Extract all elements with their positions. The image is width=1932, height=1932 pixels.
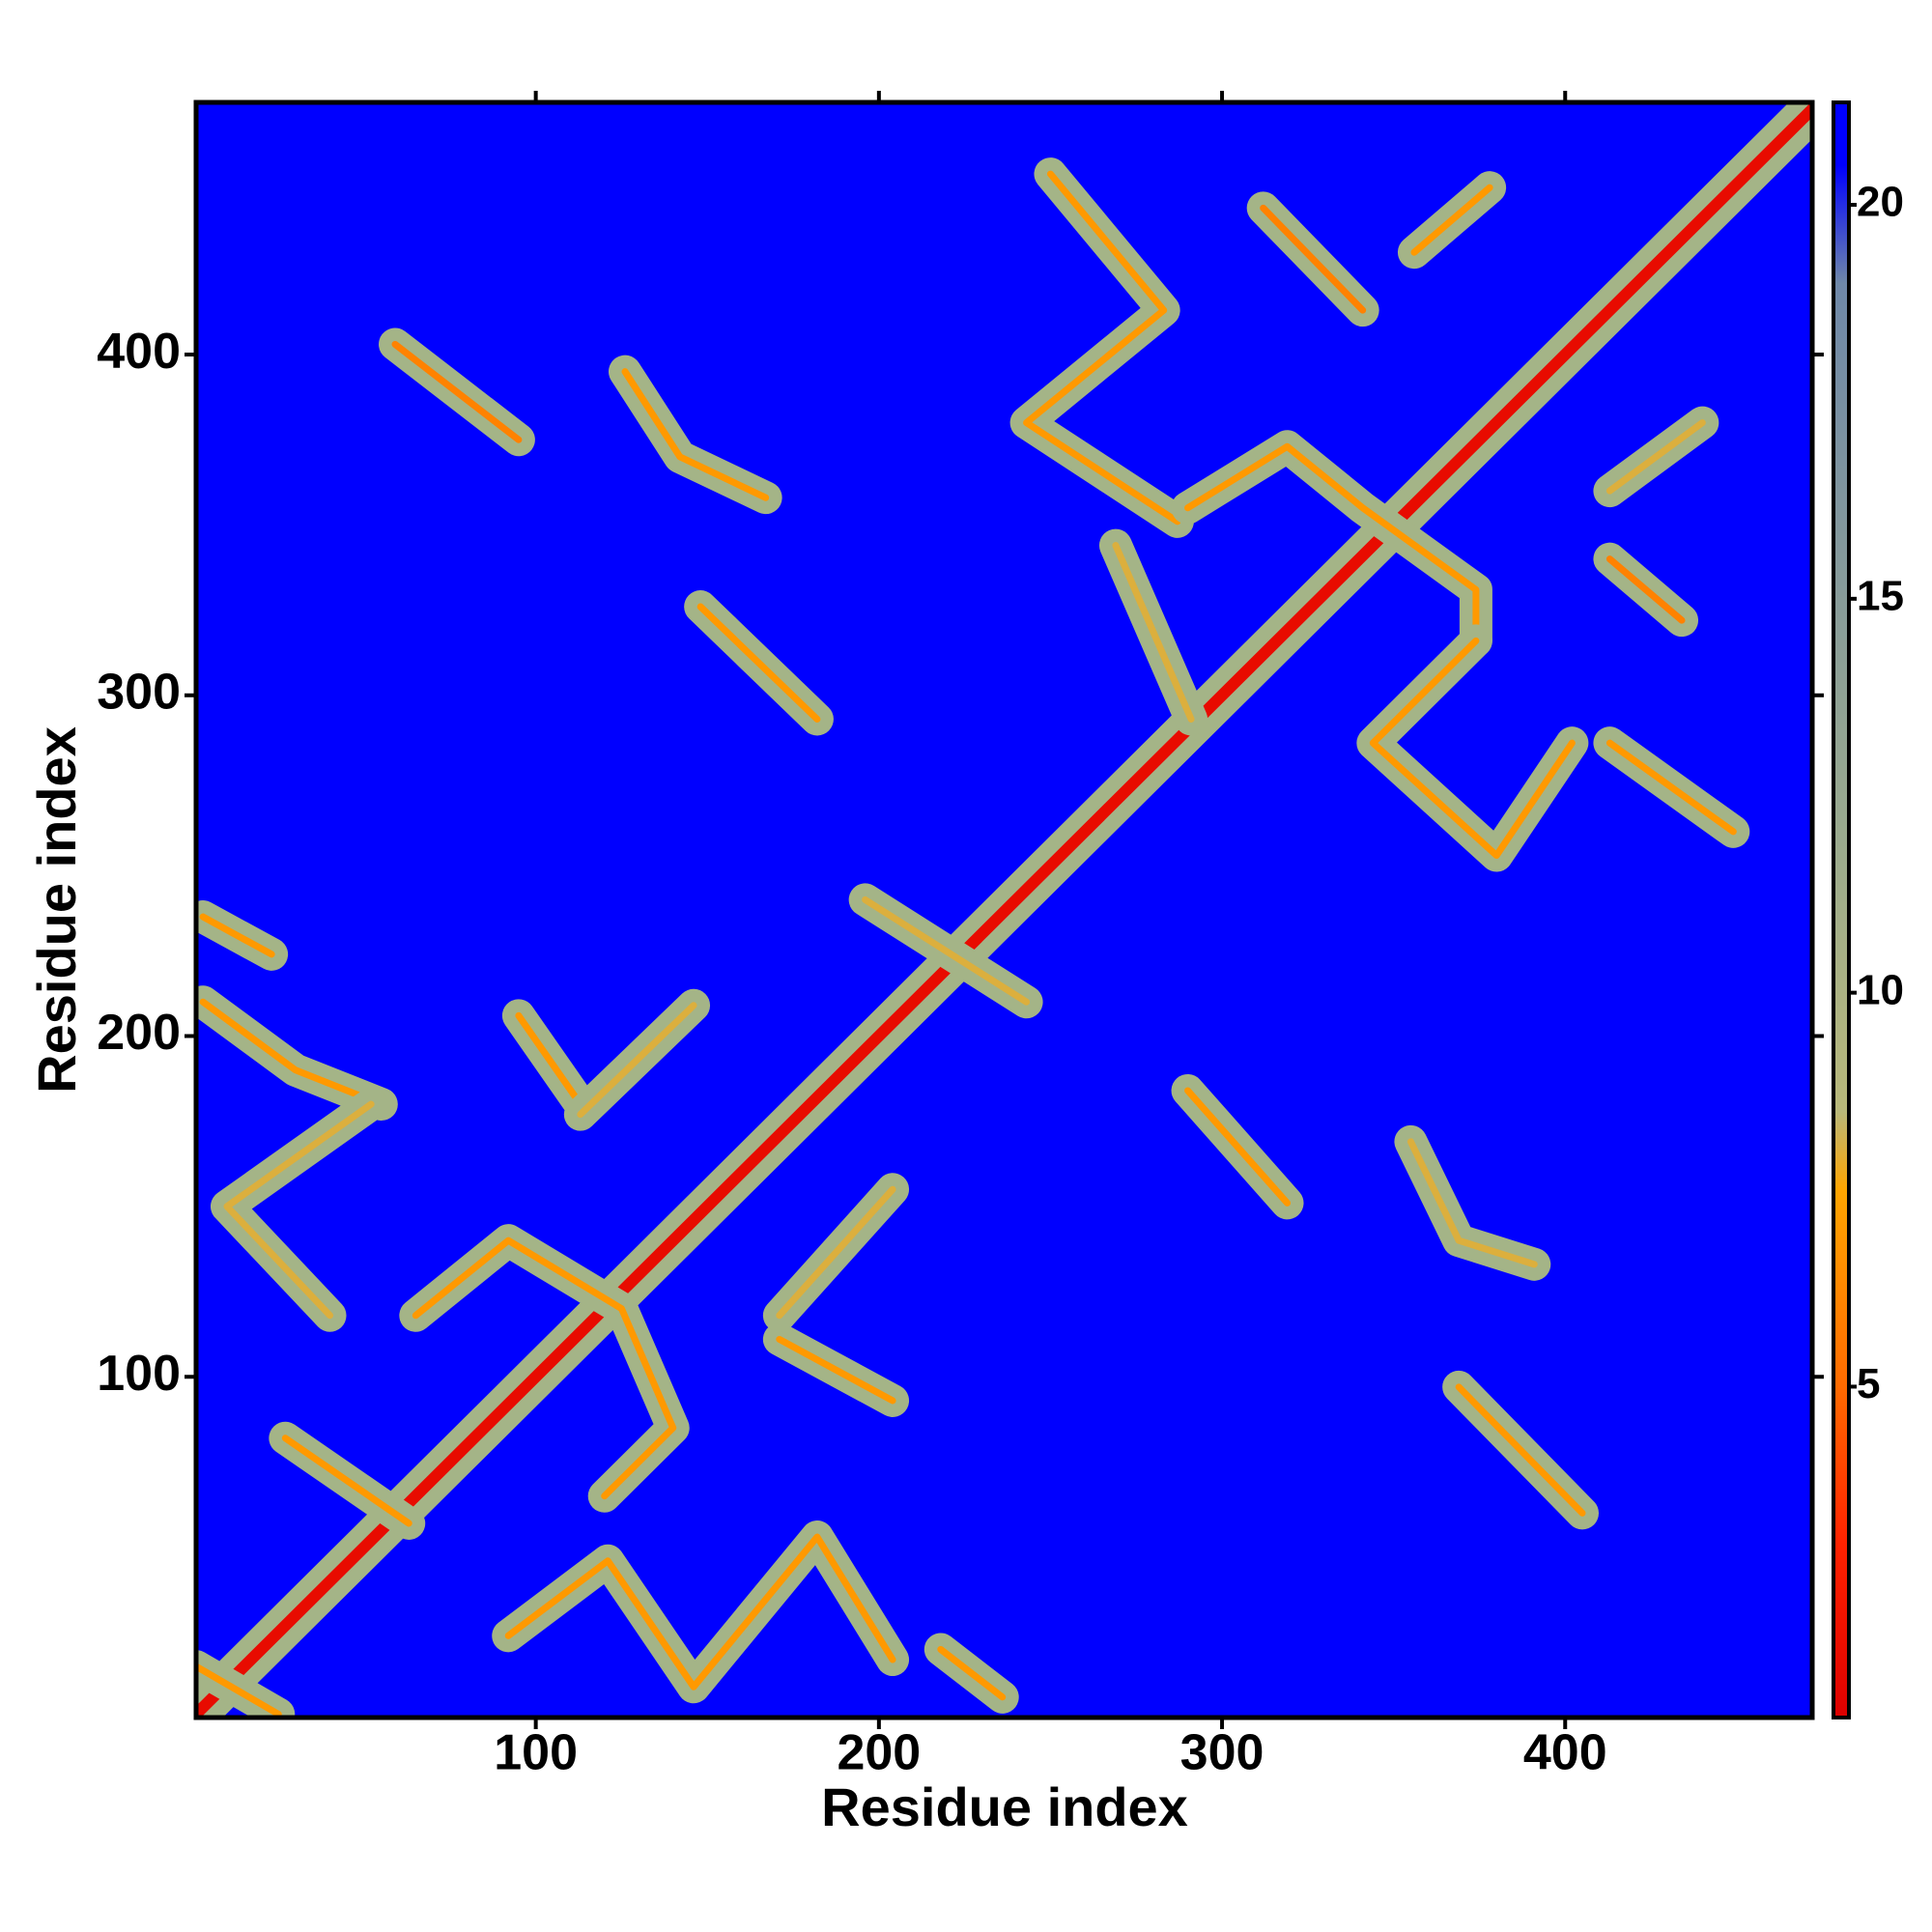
- contact-core: [1184, 1087, 1292, 1207]
- contact-core: [515, 1011, 584, 1108]
- y-tick-label: 300: [97, 665, 181, 721]
- colorbar-tick-label: 5: [1857, 1360, 1880, 1407]
- contact-core: [196, 1662, 282, 1718]
- colorbar-tick-label: 15: [1857, 572, 1904, 619]
- contact-core: [1406, 1138, 1538, 1268]
- contact-core: [281, 1435, 412, 1527]
- colorbar: [1832, 100, 1851, 1719]
- contact-core: [1455, 1383, 1586, 1517]
- contact-core: [621, 368, 770, 501]
- contact-core: [1369, 637, 1576, 860]
- y-tick-label: 200: [97, 1005, 181, 1061]
- contact-core: [1260, 204, 1367, 314]
- x-axis-label: Residue index: [821, 1776, 1188, 1837]
- plot-frame: [193, 99, 1815, 1720]
- contact-core: [696, 603, 821, 723]
- y-axis-label: Residue index: [26, 726, 87, 1094]
- contact-core: [577, 1002, 697, 1119]
- contact-map: [196, 102, 1812, 1718]
- contact-core: [1605, 419, 1706, 495]
- colorbar-tick-label: 10: [1857, 966, 1904, 1013]
- y-tick-label: 100: [97, 1346, 181, 1402]
- x-tick-label: 200: [837, 1725, 921, 1781]
- contact-core: [1112, 542, 1195, 723]
- contact-core: [776, 1335, 896, 1405]
- contact-core: [1605, 555, 1686, 624]
- contact-core: [199, 998, 385, 1108]
- contact-core: [776, 1185, 896, 1320]
- contact-core: [223, 1100, 375, 1320]
- contact-core: [504, 1533, 896, 1690]
- contact-core: [1023, 170, 1181, 526]
- x-tick-label: 100: [494, 1725, 578, 1781]
- x-tick-label: 300: [1180, 1725, 1264, 1781]
- colorbar-tick-label: 20: [1857, 179, 1904, 226]
- contact-core: [1410, 184, 1493, 256]
- y-tick-label: 400: [97, 324, 181, 380]
- contact-core: [196, 102, 1812, 1718]
- contact-core: [199, 913, 275, 958]
- contact-core: [391, 340, 523, 443]
- contact-core: [862, 895, 1031, 1006]
- contact-core: [1605, 739, 1737, 836]
- x-tick-label: 400: [1523, 1725, 1607, 1781]
- contact-core: [937, 1645, 1007, 1701]
- contact-core: [412, 1236, 677, 1500]
- contact-core: [1184, 442, 1480, 644]
